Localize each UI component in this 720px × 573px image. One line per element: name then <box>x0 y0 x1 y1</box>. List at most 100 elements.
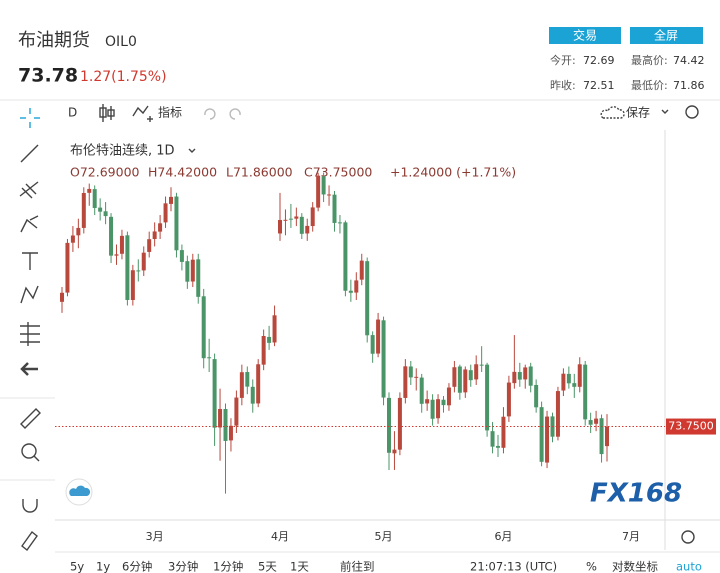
candle-body <box>419 377 424 404</box>
candle-body <box>147 239 152 252</box>
candle-body <box>403 366 408 398</box>
candle-body <box>65 242 70 293</box>
bottom-bar-item[interactable]: 1天 <box>290 560 309 573</box>
candle-body <box>534 384 539 408</box>
dropdown[interactable] <box>661 109 669 114</box>
dropdown[interactable] <box>188 148 196 153</box>
candle-body <box>545 416 550 463</box>
candle-body <box>196 259 201 297</box>
candle-body <box>98 207 103 212</box>
bottom-bar-item[interactable]: 5天 <box>258 560 277 573</box>
candle-body <box>474 364 479 380</box>
stat-value: 71.86 <box>673 79 705 92</box>
settings-icon[interactable] <box>685 105 699 119</box>
candle-body <box>348 290 353 293</box>
candle-body <box>479 364 484 366</box>
candle-body <box>256 364 261 404</box>
candle-body <box>594 418 599 424</box>
candles: 3月 4月 5月 6月 7月 73.7500 <box>55 172 716 543</box>
candle-body <box>337 222 342 224</box>
x-tick-label: 3月 <box>146 530 164 543</box>
candle-body <box>109 216 114 256</box>
fullscreen-button[interactable] <box>630 27 703 44</box>
candle-body <box>119 235 124 254</box>
bottom-bar-item[interactable]: 5y <box>70 560 84 573</box>
candle-body <box>70 235 75 243</box>
candle-body <box>561 373 566 391</box>
indicator-icon[interactable] <box>132 105 153 122</box>
candle-body <box>174 196 179 251</box>
trade-button[interactable] <box>549 27 621 44</box>
candle-body <box>506 382 511 417</box>
stat-value: 74.42 <box>673 54 705 67</box>
candle-body <box>125 235 130 300</box>
undo-redo[interactable] <box>204 108 241 120</box>
candle-body <box>239 372 244 398</box>
candle-body <box>359 260 364 280</box>
candle-body <box>496 445 500 448</box>
stat-value: 72.69 <box>583 54 615 67</box>
candle-body <box>87 188 92 193</box>
candle-body <box>327 194 332 196</box>
x-tick-label: 6月 <box>494 530 512 543</box>
candle-body <box>583 364 588 420</box>
stat-label: 最低价: <box>631 79 668 92</box>
candle-body <box>316 175 321 208</box>
bottom-bar-item[interactable]: % <box>586 560 597 573</box>
candle-body <box>523 367 528 380</box>
candle-body <box>179 250 184 262</box>
interval[interactable]: D <box>68 106 77 120</box>
candle-body <box>267 336 272 343</box>
candle-body <box>299 216 304 234</box>
candle-body <box>446 387 451 406</box>
fullscreen-button-label[interactable]: 全屏 <box>654 28 678 43</box>
candle-body <box>190 259 195 282</box>
axis-settings[interactable] <box>681 530 695 544</box>
left-toolbar[interactable] <box>19 108 41 552</box>
candle-body <box>169 196 173 204</box>
candle-body <box>397 397 402 450</box>
candle-body <box>332 194 337 223</box>
candle-body <box>294 216 299 219</box>
candle-body <box>452 367 457 387</box>
bottom-bar-item[interactable]: 1分钟 <box>213 560 243 573</box>
candle-body <box>599 418 604 455</box>
candle-body <box>381 320 386 398</box>
candle-body <box>539 407 544 462</box>
candle-body <box>376 319 381 354</box>
symbol: OIL0 <box>105 34 137 50</box>
bottom-bar-item: 21:07:13 (UTC) <box>470 560 557 573</box>
candle-body <box>414 376 419 378</box>
candle-body <box>605 426 609 447</box>
candle-body <box>152 231 157 240</box>
stat-label: 今开: <box>550 53 576 67</box>
candle-body <box>305 225 310 234</box>
logo-icon <box>69 485 91 496</box>
save[interactable]: 保存 <box>626 106 650 120</box>
candle-body <box>354 280 359 293</box>
candle-body <box>321 176 326 195</box>
bottom-bar-item[interactable]: 对数坐标 <box>612 560 658 573</box>
bottom-bar-item[interactable]: 1y <box>96 560 110 573</box>
candle-body <box>310 207 315 227</box>
watermark: FX168 <box>590 479 682 509</box>
indicators[interactable]: 指标 <box>158 105 182 120</box>
candle-body <box>425 399 430 404</box>
candle-body <box>430 399 435 419</box>
candle-icon[interactable] <box>99 104 115 122</box>
cloud-icon[interactable] <box>600 106 625 119</box>
candle-body <box>218 408 223 428</box>
x-tick-label: 4月 <box>271 530 289 543</box>
candle-body <box>468 370 473 381</box>
candle-body <box>261 336 266 365</box>
candle-body <box>343 222 348 291</box>
bottom-bar-item[interactable]: auto <box>676 560 702 573</box>
bottom-bar-item[interactable]: 3分钟 <box>168 560 198 573</box>
candle-body <box>555 391 560 437</box>
ohlc-change: +1.24000 (+1.71%) <box>390 165 516 180</box>
bottom-bar-item[interactable]: 6分钟 <box>122 560 152 573</box>
trade-button-label[interactable]: 交易 <box>573 28 597 43</box>
stat-label: 最高价: <box>631 53 668 67</box>
bottom-bar-item[interactable]: 前往到 <box>340 560 375 573</box>
